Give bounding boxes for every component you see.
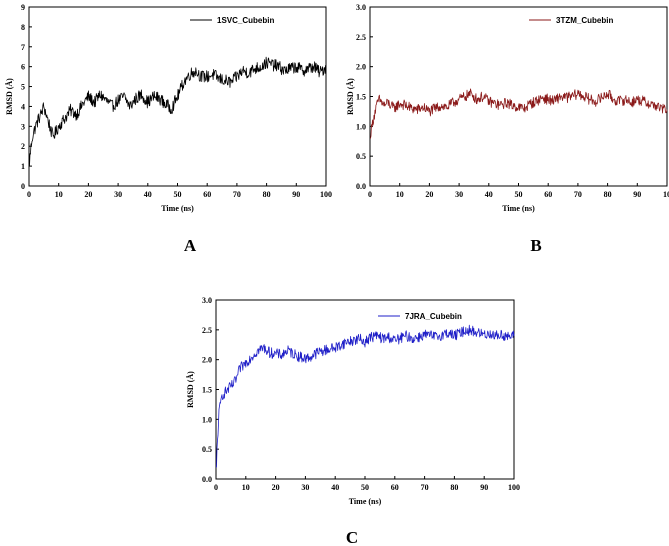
y-tick-label: 1.5 xyxy=(356,93,366,102)
y-tick-label: 1 xyxy=(21,162,25,171)
y-tick-label: 2.0 xyxy=(202,356,212,365)
y-tick-label: 0.0 xyxy=(356,182,366,191)
x-tick-label: 70 xyxy=(421,483,429,492)
legend-label: 7JRA_Cubebin xyxy=(405,312,462,321)
y-tick-label: 2.5 xyxy=(356,33,366,42)
x-tick-label: 50 xyxy=(361,483,369,492)
x-tick-label: 60 xyxy=(544,190,552,199)
y-tick-label: 0.5 xyxy=(202,445,212,454)
y-tick-label: 2.5 xyxy=(202,326,212,335)
x-axis-label: Time (ns) xyxy=(349,497,382,506)
panel-b: 0 10 20 30 40 50 60 70 80 90 10 0.0 0.5 1.0 1.5 2.0 2.5 3… xyxy=(346,3,669,255)
y-tick-label: 9 xyxy=(21,3,25,12)
y-tick-label: 4 xyxy=(21,102,25,111)
y-tick-label: 3 xyxy=(21,122,25,131)
panel-a: 0 10 20 30 40 50 60 70 80 90 100 0 1 2 3 4 5 6 7 8 9 Time (ns… xyxy=(5,3,332,255)
panel-letter: B xyxy=(530,236,541,255)
y-tick-label: 2.0 xyxy=(356,63,366,72)
x-tick-label: 30 xyxy=(114,190,122,199)
x-axis-label: Time (ns) xyxy=(502,204,535,213)
y-tick-label: 2 xyxy=(21,142,25,151)
y-tick-label: 7 xyxy=(21,43,25,52)
x-tick-label: 10 xyxy=(242,483,250,492)
x-tick-label: 10 xyxy=(55,190,63,199)
x-tick-label: 40 xyxy=(144,190,152,199)
x-tick-label: 40 xyxy=(485,190,493,199)
x-tick-label: 30 xyxy=(455,190,463,199)
y-tick-label: 5 xyxy=(21,83,25,92)
plot-frame xyxy=(369,6,668,187)
x-tick-label: 90 xyxy=(633,190,641,199)
x-tick-label: 10 xyxy=(396,190,404,199)
x-tick-label: 0 xyxy=(27,190,31,199)
x-tick-label: 80 xyxy=(450,483,458,492)
x-tick-label: 30 xyxy=(301,483,309,492)
x-tick-label: 90 xyxy=(292,190,300,199)
x-tick-label: 0 xyxy=(368,190,372,199)
y-tick-label: 0 xyxy=(21,182,25,191)
x-tick-label: 0 xyxy=(214,483,218,492)
y-tick-label: 3.0 xyxy=(202,296,212,305)
x-tick-label: 80 xyxy=(263,190,271,199)
y-tick-label: 3.0 xyxy=(356,3,366,12)
panel-letter: C xyxy=(346,528,358,546)
series-line-3TZM_Cubebin xyxy=(370,88,668,139)
x-tick-label: 90 xyxy=(480,483,488,492)
x-tick-label: 10 xyxy=(663,190,669,199)
x-tick-label: 70 xyxy=(574,190,582,199)
x-tick-label: 100 xyxy=(508,483,520,492)
x-tick-label: 20 xyxy=(272,483,280,492)
y-axis-label: RMSD (Å) xyxy=(5,78,14,115)
series-line-1SVC_Cubebin xyxy=(29,56,327,167)
x-axis-label: Time (ns) xyxy=(161,204,194,213)
y-tick-label: 1.0 xyxy=(202,415,212,424)
x-tick-label: 60 xyxy=(203,190,211,199)
x-tick-label: 100 xyxy=(320,190,332,199)
y-axis-label: RMSD (Å) xyxy=(186,371,195,408)
y-tick-label: 6 xyxy=(21,63,25,72)
legend-label: 1SVC_Cubebin xyxy=(217,16,274,25)
x-tick-label: 50 xyxy=(515,190,523,199)
panel-c: 0 10 20 30 40 50 60 70 80 90 100 0.0 0.5 1.0 1.5 2.0 2.5… xyxy=(186,296,520,546)
y-tick-label: 0.0 xyxy=(202,475,212,484)
y-axis-label: RMSD (Å) xyxy=(346,78,355,115)
x-tick-label: 20 xyxy=(425,190,433,199)
x-tick-label: 70 xyxy=(233,190,241,199)
legend-label: 3TZM_Cubebin xyxy=(556,16,613,25)
x-tick-label: 20 xyxy=(84,190,92,199)
y-tick-label: 8 xyxy=(21,23,25,32)
series-line-7JRA_Cubebin xyxy=(216,324,515,468)
x-tick-label: 50 xyxy=(174,190,182,199)
y-tick-label: 1.5 xyxy=(202,386,212,395)
x-tick-label: 60 xyxy=(391,483,399,492)
y-tick-label: 0.5 xyxy=(356,152,366,161)
x-tick-label: 80 xyxy=(604,190,612,199)
x-tick-label: 40 xyxy=(331,483,339,492)
y-tick-label: 1.0 xyxy=(356,122,366,131)
panel-letter: A xyxy=(184,236,197,255)
